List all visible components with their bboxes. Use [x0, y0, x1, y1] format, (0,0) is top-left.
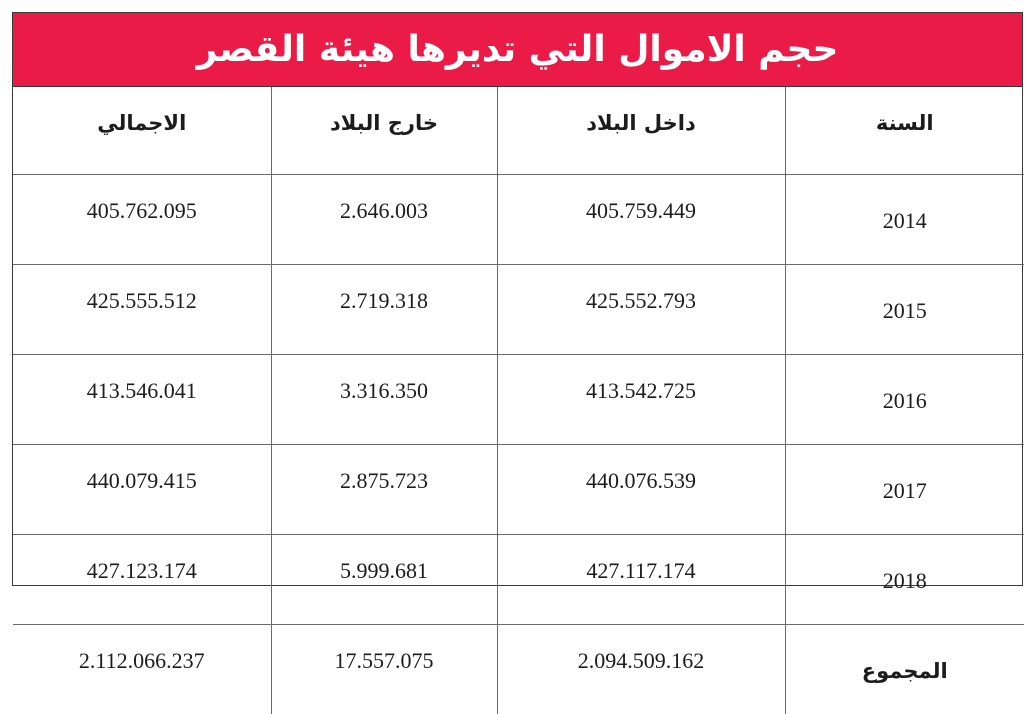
cell-year: 2015 — [785, 265, 1024, 355]
table-row: 405.762.095 2.646.003 405.759.449 2014 — [13, 175, 1024, 265]
cell-outside: 2.719.318 — [271, 265, 497, 355]
cell-outside: 3.316.350 — [271, 355, 497, 445]
cell-inside: 413.542.725 — [497, 355, 785, 445]
cell-total: 427.123.174 — [13, 535, 271, 625]
sum-row: 2.112.066.237 17.557.075 2.094.509.162 ا… — [13, 625, 1024, 714]
cell-total: 440.079.415 — [13, 445, 271, 535]
cell-total: 413.546.041 — [13, 355, 271, 445]
title-bar: حجم الاموال التي تديرها هيئة القصر — [13, 13, 1022, 87]
cell-year: 2014 — [785, 175, 1024, 265]
header-total: الاجمالي — [13, 87, 271, 175]
cell-total: 425.555.512 — [13, 265, 271, 355]
table-row: 427.123.174 5.999.681 427.117.174 2018 — [13, 535, 1024, 625]
cell-inside: 425.552.793 — [497, 265, 785, 355]
table-row: 425.555.512 2.719.318 425.552.793 2015 — [13, 265, 1024, 355]
header-row: الاجمالي خارج البلاد داخل البلاد السنة — [13, 87, 1024, 175]
cell-total: 405.762.095 — [13, 175, 271, 265]
sum-inside: 2.094.509.162 — [497, 625, 785, 714]
cell-inside: 405.759.449 — [497, 175, 785, 265]
header-inside: داخل البلاد — [497, 87, 785, 175]
table-row: 440.079.415 2.875.723 440.076.539 2017 — [13, 445, 1024, 535]
sum-total: 2.112.066.237 — [13, 625, 271, 714]
cell-inside: 427.117.174 — [497, 535, 785, 625]
cell-outside: 5.999.681 — [271, 535, 497, 625]
header-year: السنة — [785, 87, 1024, 175]
cell-year: 2016 — [785, 355, 1024, 445]
cell-year: 2017 — [785, 445, 1024, 535]
cell-year: 2018 — [785, 535, 1024, 625]
sum-outside: 17.557.075 — [271, 625, 497, 714]
header-outside: خارج البلاد — [271, 87, 497, 175]
funds-table: الاجمالي خارج البلاد داخل البلاد السنة 4… — [13, 87, 1024, 714]
table-title: حجم الاموال التي تديرها هيئة القصر — [197, 29, 839, 70]
cell-outside: 2.646.003 — [271, 175, 497, 265]
cell-inside: 440.076.539 — [497, 445, 785, 535]
table-row: 413.546.041 3.316.350 413.542.725 2016 — [13, 355, 1024, 445]
cell-outside: 2.875.723 — [271, 445, 497, 535]
sum-label: المجموع — [785, 625, 1024, 714]
funds-table-frame: حجم الاموال التي تديرها هيئة القصر الاجم… — [12, 12, 1023, 586]
